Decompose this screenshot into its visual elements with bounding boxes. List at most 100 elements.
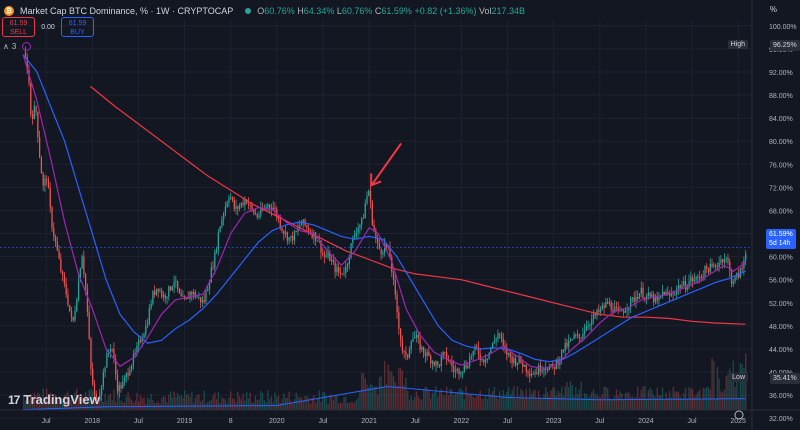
candle-body [538, 365, 540, 374]
volume-bar [476, 396, 478, 410]
buy-button[interactable]: 61.59 BUY [61, 17, 94, 37]
volume-bar [175, 397, 177, 410]
candle-body [283, 230, 285, 234]
volume-bar [194, 397, 197, 410]
volume-bar [336, 394, 338, 410]
volume-bar [417, 396, 419, 410]
volume-bar [359, 391, 361, 410]
candle-body [339, 272, 342, 274]
candle-body [208, 282, 211, 290]
y-tick-label: 60.00% [769, 255, 793, 262]
candle-body [463, 365, 465, 372]
candle-body [152, 291, 154, 304]
candle-body [410, 341, 412, 350]
x-tick-label: 2023 [546, 418, 562, 425]
candle-body [516, 362, 519, 366]
volume-bar [346, 402, 349, 410]
candle-body [35, 106, 37, 112]
candle-body [113, 349, 115, 360]
volume-bar [224, 399, 227, 410]
candle-body [157, 288, 159, 292]
candle-body [515, 358, 517, 366]
candle-body [92, 368, 94, 384]
y-tick-label: 92.00% [769, 70, 793, 77]
volume-bar [497, 399, 499, 410]
candle-body [637, 297, 639, 299]
indicator-settings-icon[interactable] [22, 42, 32, 51]
volume-bar [131, 400, 133, 410]
volume-bar [732, 360, 734, 410]
indicators-toggle[interactable]: ∧ 3 [3, 42, 32, 51]
candle-body [601, 305, 604, 309]
candle-body [615, 307, 618, 308]
candle-body [424, 353, 427, 356]
candle-body [518, 356, 520, 363]
candle-body [479, 354, 481, 361]
volume-bar [566, 381, 568, 410]
candle-body [194, 291, 197, 298]
volume-bar [325, 396, 327, 410]
candle-body [684, 281, 687, 290]
volume-bar [658, 395, 660, 410]
low-badge-label: Low [729, 373, 748, 382]
volume-bar [288, 391, 290, 410]
candle-body [198, 297, 200, 298]
candle-body [633, 297, 635, 302]
candle-body [281, 227, 283, 231]
volume-bar [530, 393, 533, 410]
candle-body [49, 188, 51, 208]
volume-bar [465, 386, 467, 410]
volume-bar [470, 394, 473, 410]
volume-bar [548, 396, 550, 410]
volume-bar [364, 378, 366, 410]
volume-bar [442, 394, 444, 410]
volume-bar [38, 394, 41, 410]
candle-body [449, 360, 451, 362]
sell-label: SELL [9, 29, 28, 36]
candle-body [61, 271, 64, 275]
candle-body [132, 354, 135, 366]
volume-bar [410, 395, 412, 410]
volume-bar [458, 388, 460, 410]
volume-bar [85, 391, 87, 410]
low-value: 60.76% [341, 6, 373, 16]
volume-bar [338, 403, 340, 410]
volume-bar [490, 394, 492, 410]
candle-body [86, 288, 89, 312]
candle-body [368, 190, 370, 196]
y-tick-label: 48.00% [769, 324, 793, 331]
sell-button[interactable]: 61.59 SELL [2, 17, 35, 37]
candle-body [649, 292, 651, 297]
candle-body [95, 393, 97, 400]
candle-body [529, 373, 531, 376]
volume-bar [184, 390, 186, 410]
candle-body [228, 198, 230, 203]
candle-body [154, 291, 156, 295]
candle-body [647, 292, 650, 296]
volume-bar [40, 399, 43, 410]
volume-bar [329, 395, 331, 410]
candle-body [470, 355, 473, 358]
candle-body [741, 268, 743, 269]
volume-bar [385, 384, 388, 410]
candle-body [177, 280, 179, 290]
candle-body [502, 338, 504, 346]
volume-bar [238, 396, 241, 410]
volume-bar [134, 400, 136, 410]
candle-body [180, 293, 182, 297]
volume-bar [454, 392, 457, 410]
symbol-title[interactable]: Market Cap BTC Dominance, % · 1W · CRYPT… [20, 6, 234, 16]
volume-bar [100, 398, 103, 410]
volume-bar [138, 401, 140, 410]
volume-bar [614, 395, 616, 410]
volume-bar [187, 393, 189, 410]
candle-body [145, 326, 147, 335]
scale-mode-label[interactable]: % [769, 5, 777, 14]
candle-body [246, 199, 248, 204]
candle-body [346, 263, 349, 267]
candle-body [509, 352, 511, 357]
y-tick-label: 68.00% [769, 208, 793, 215]
candle-body [357, 227, 359, 233]
candle-body [70, 310, 73, 317]
